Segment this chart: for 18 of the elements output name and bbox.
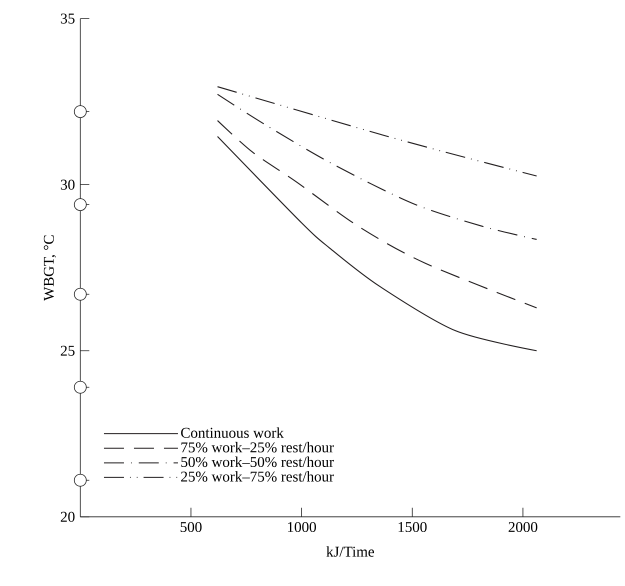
x-tick-label: 1500 [398,522,427,532]
x-tick-label: 1000 [288,522,316,532]
x-axis-title: kJ/Time [326,546,374,557]
x-tick-label: 500 [180,522,202,532]
legend-label: 50% work–50% rest/hour [181,456,334,468]
y-tick-label: 30 [60,180,75,190]
line-series [216,86,538,177]
line-series [216,120,538,308]
y-axis-title: WBGT, °C [44,235,56,301]
legend-label: 75% work–25% rest/hour [181,442,334,452]
x-tick-label: 2000 [508,522,538,532]
y-tick-label: 25 [60,346,75,356]
line-series [216,136,538,352]
y-tick-label: 35 [60,14,75,24]
legend-label: Continuous work [181,427,284,438]
y-tick-label: 20 [60,512,75,522]
line-series [216,94,538,240]
legend-label: 25% work–75% rest/hour [181,471,334,482]
